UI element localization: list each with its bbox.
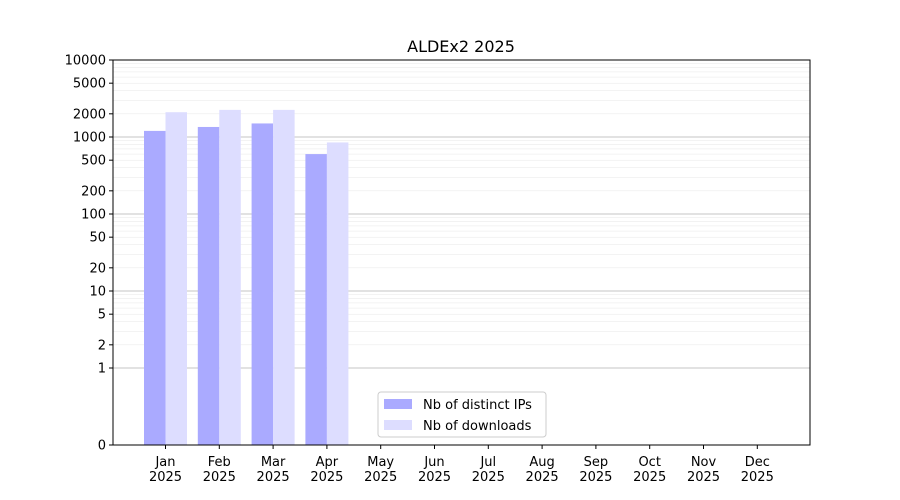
x-tick-label: May 2025 — [364, 455, 397, 485]
legend-swatch — [384, 420, 412, 430]
legend-box — [377, 391, 547, 438]
bar-downloads-0 — [165, 112, 187, 445]
y-tick-label: 20 — [89, 261, 106, 276]
y-tick-label: 2000 — [73, 107, 106, 122]
x-tick-label: Dec 2025 — [741, 455, 774, 485]
bar-distinct-ips-0 — [144, 130, 166, 445]
bar-downloads-3 — [326, 142, 349, 445]
x-tick-label: Apr 2025 — [310, 455, 343, 485]
bar-distinct-ips-2 — [251, 123, 274, 445]
bar-distinct-ips-1 — [197, 126, 220, 446]
x-tick-label: Feb 2025 — [203, 455, 236, 485]
bar-distinct-ips-3 — [305, 154, 327, 446]
x-tick-label: Mar 2025 — [257, 455, 290, 485]
x-tick-label: Sep 2025 — [579, 455, 612, 485]
legend: Nb of distinct IPs Nb of downloads — [377, 391, 547, 438]
legend-swatch — [384, 399, 412, 409]
x-tick-label: Jul 2025 — [472, 455, 505, 485]
legend-label: Nb of distinct IPs — [423, 398, 532, 413]
x-tick-label: Oct 2025 — [633, 455, 666, 485]
y-tick-label: 0 — [98, 439, 106, 454]
x-tick-label: Nov 2025 — [687, 455, 720, 485]
y-tick-label: 200 — [81, 184, 106, 199]
y-tick-label: 1000 — [73, 131, 106, 146]
x-axis-ticks: Jan 2025 Feb 2025 Mar 2025 Apr 2025 May 2025 Jun 20… — [149, 445, 774, 485]
plot-frame — [112, 59, 811, 446]
y-tick-label: 500 — [81, 154, 106, 169]
bars — [144, 109, 349, 446]
y-axis-ticks: 0 1 2 5 10 20 50 100 200 500 1000 2000 5000 10000 — [65, 54, 113, 454]
y-tick-label: 2 — [98, 338, 106, 353]
y-tick-label: 10000 — [65, 54, 106, 69]
y-tick-label: 5 — [98, 308, 106, 323]
chart-title: ALDEx2 2025 — [407, 37, 515, 56]
y-tick-label: 1 — [98, 362, 106, 377]
bar-downloads-2 — [273, 109, 295, 445]
x-tick-label: Jan 2025 — [149, 455, 182, 485]
bar-downloads-1 — [219, 109, 241, 445]
y-tick-label: 50 — [89, 231, 106, 246]
y-tick-label: 10 — [89, 285, 106, 300]
x-tick-label: Jun 2025 — [418, 455, 451, 485]
y-tick-label: 100 — [81, 208, 106, 223]
x-tick-label: Aug 2025 — [526, 455, 559, 485]
legend-label: Nb of downloads — [423, 419, 532, 434]
y-tick-label: 5000 — [73, 77, 106, 92]
